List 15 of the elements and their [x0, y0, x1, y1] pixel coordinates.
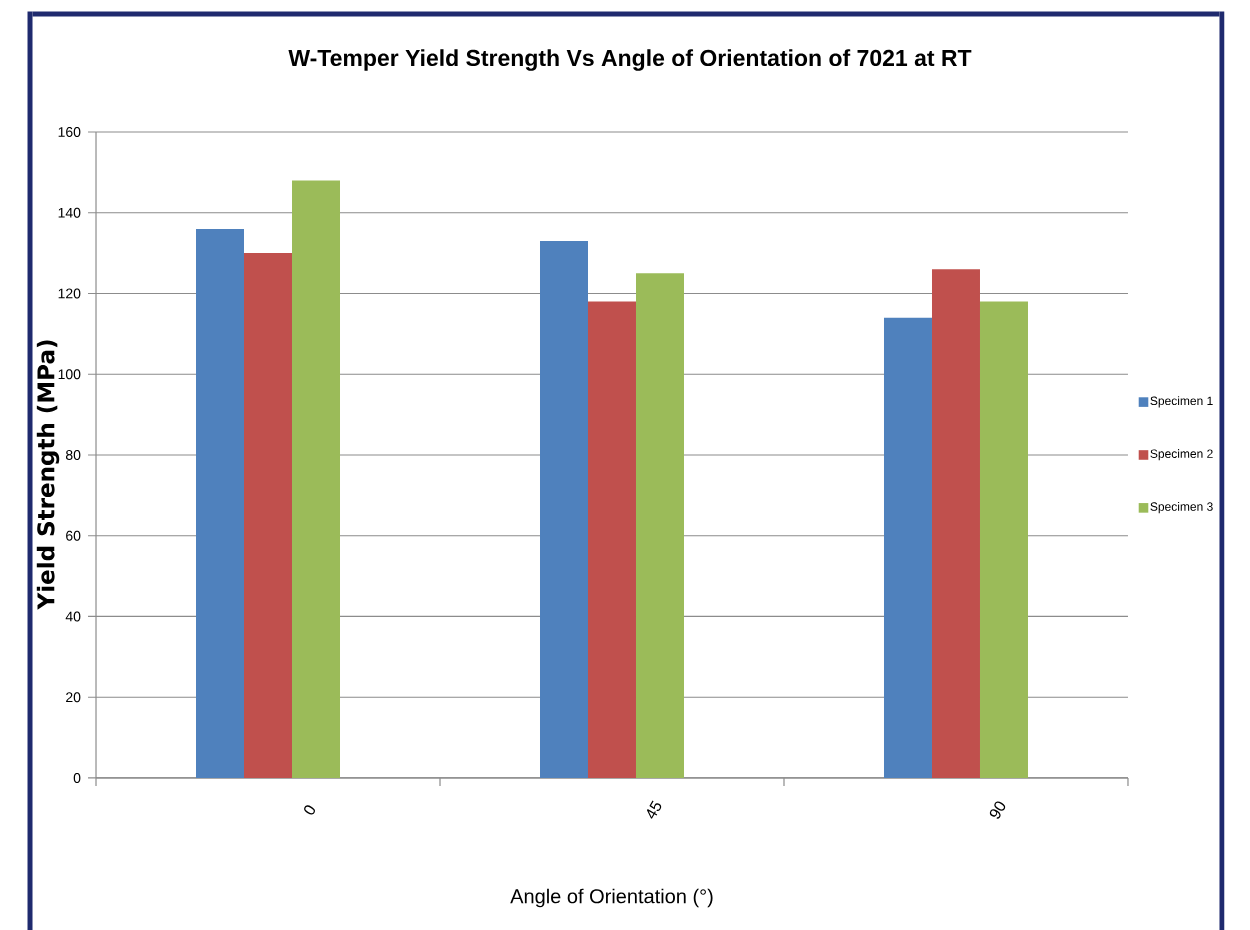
bar — [244, 253, 293, 778]
x-tick-label: 90 — [989, 801, 1006, 819]
bar — [292, 180, 341, 778]
chart-title: W-Temper Yield Strength Vs Angle of Orientation of 7021 at RT — [288, 49, 972, 71]
x-tick-label: 0 — [304, 805, 315, 815]
bar — [196, 228, 244, 778]
x-tick-label: 45 — [646, 800, 662, 819]
bar — [931, 269, 980, 778]
bar — [979, 301, 1028, 778]
bar — [540, 241, 588, 778]
x-axis-title: Angle of Orientation (°) — [510, 888, 713, 908]
bar — [588, 301, 636, 778]
bar — [883, 317, 932, 778]
y-axis-title: Yield Strength (MPa) — [36, 340, 60, 610]
bar — [636, 273, 684, 778]
